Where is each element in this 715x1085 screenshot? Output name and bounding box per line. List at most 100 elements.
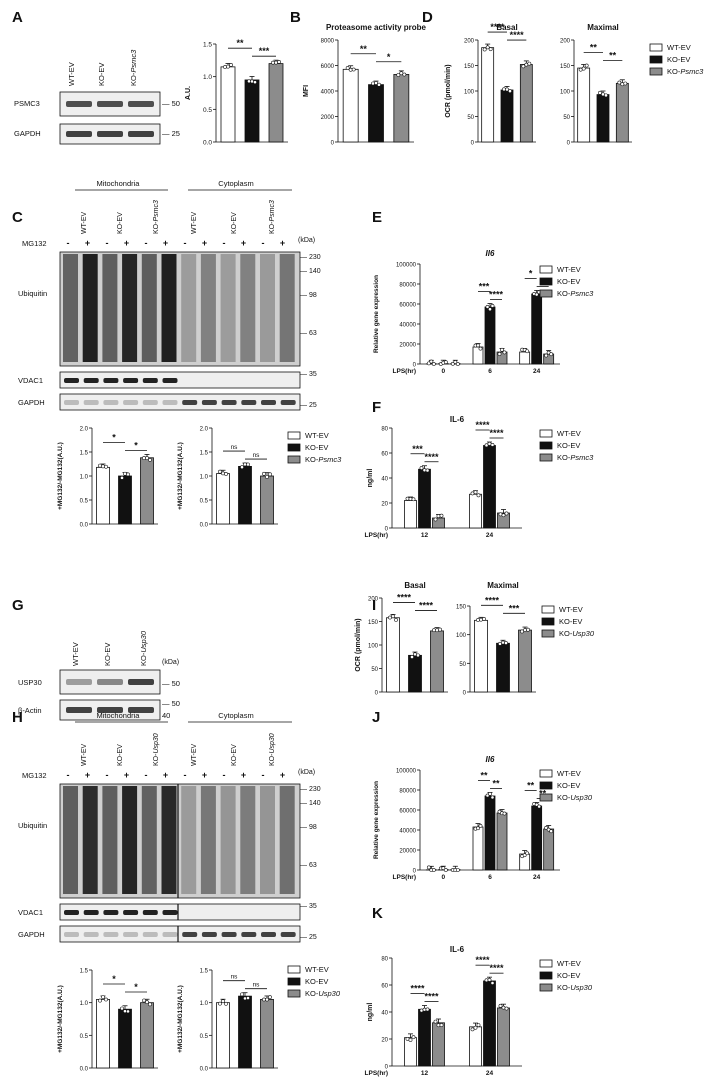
legend-swatch [287,431,301,440]
ubiquitin-lane [63,786,78,894]
legend: WT-EV KO-EV KO-Psmc3 [649,43,704,76]
blot-band [201,400,217,405]
y-tick-label: 200 [368,597,379,603]
x-tick-label: 24 [533,874,541,881]
mg132-sign: + [241,238,246,248]
data-point [521,64,526,69]
data-point [476,343,480,348]
legend-swatch [287,443,301,452]
bar [404,500,417,529]
bar [118,475,132,525]
marker-label: — 230 [300,786,321,793]
y-tick-label: 20 [381,502,388,508]
blot-row-label: Ubiquitin [18,821,47,830]
data-point [523,628,527,632]
y-tick-label: 80 [381,957,388,963]
data-point [504,1006,509,1011]
data-point [246,996,250,1000]
sig-label: **** [489,290,504,300]
data-point [508,89,512,93]
data-point [224,472,228,476]
data-point [443,360,448,365]
data-point [473,490,478,495]
data-point [488,791,492,796]
chart-title: Basal [404,581,425,590]
data-point [123,471,127,476]
data-point [476,1023,481,1028]
bar [430,630,444,693]
x-axis-label: LPS(hr) [393,874,416,881]
group-label: KO-EV [667,55,690,64]
data-point [485,305,490,309]
y-tick-label: 50 [371,667,378,673]
data-point [377,82,381,87]
data-point [453,360,458,364]
y-tick-label: 200 [464,39,475,45]
group-label: KO-Psmc3 [667,67,704,76]
bar [484,306,496,365]
data-point [476,493,481,498]
y-axis-label: +MG132/-MG132(A.U.) [57,442,64,510]
mg132-sign: + [124,770,129,780]
y-axis-label: +MG132/-MG132(A.U.) [177,985,184,1053]
y-axis-label: ng/ml [367,1003,374,1022]
y-axis-label: Relative gene expression [373,781,380,859]
mg132-sign: + [85,238,90,248]
data-point [439,1023,444,1027]
mg132-sign: + [202,238,207,248]
data-point [544,825,549,830]
data-point [221,471,225,476]
group-label: KO-Psmc3 [305,455,342,464]
data-point [441,866,446,871]
bar [216,1002,230,1069]
sig-label: ** [492,779,500,789]
legend-swatch [539,971,553,980]
blot-band [142,400,158,405]
ubiquitin-lane [82,786,98,894]
data-point [396,73,401,77]
blot-band [261,400,276,405]
gapdh-blot [59,925,301,943]
legend-swatch [539,983,553,992]
legend-swatch [539,453,553,462]
legend-swatch [649,67,663,76]
legend-swatch [539,441,553,450]
y-tick-label: 0 [385,527,389,533]
data-point [126,1009,130,1014]
y-tick-label: 40 [381,1011,388,1017]
data-point [410,655,414,659]
y-tick-label: 100 [456,633,467,639]
bar [474,619,488,693]
bar [342,68,359,143]
sig-label: ns [253,982,261,989]
data-point [98,998,102,1003]
chart-title: Proteasome activity probe [326,23,427,32]
legend-swatch [539,793,553,802]
marker-label: — 63 [300,330,317,337]
y-axis-label: ng/ml [367,469,374,488]
mg132-sign: - [184,770,187,780]
y-tick-label: 20 [381,1038,388,1044]
y-tick-label: 0 [375,691,379,697]
data-point [145,1000,149,1005]
bar [481,47,495,143]
data-point [371,81,375,86]
y-axis-label: OCR (pmol/min) [355,618,362,671]
y-tick-label: 0.0 [200,523,209,529]
mg132-sign: - [262,770,265,780]
data-point [98,463,102,468]
x-axis-label: LPS(hr) [365,532,388,539]
group-label: KO-EV [305,977,328,986]
group-label: KO-Usp30 [153,733,160,766]
ubiquitin-lane [141,254,157,362]
bar [531,805,543,871]
data-point [478,824,483,828]
bar [472,826,484,871]
data-point [490,795,495,800]
group-label: KO-Usp30 [557,983,593,992]
panel-letter-A: A [12,9,23,26]
sig-label: *** [259,46,270,56]
ubiquitin-lane [260,254,275,362]
ubiquitin-lane [279,786,295,894]
